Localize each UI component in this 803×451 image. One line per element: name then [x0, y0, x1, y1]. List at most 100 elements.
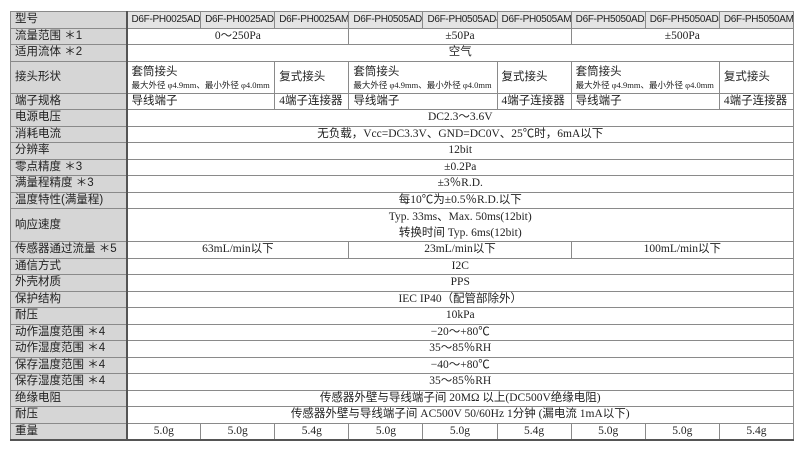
row-label: 动作湿度范围 ＊4 — [10, 340, 128, 358]
spec-cell: 23mL/min以下 — [348, 241, 572, 259]
spec-cell: 5.4g — [274, 422, 350, 441]
spec-cell: 导线端子 — [125, 92, 276, 110]
spec-cell: 传感器外壁与导线端子间 20MΩ 以上(DC500V绝缘电阻) — [126, 389, 794, 407]
spec-row: 流量范围 ＊1 0～250Pa ±50Pa ±500Pa — [10, 27, 795, 45]
spec-row: 温度特性(满量程) 每10℃为±0.5％R.D.以下 — [10, 191, 794, 209]
spec-row: 接头形状 套筒接头 最大外径 φ4.9mm、最小外径 φ4.0mm 复式接头 套筒接头最… — [10, 60, 795, 94]
cell-text: 套筒接头 — [353, 66, 400, 78]
model-header-cell: D6F-PH0025AD1 — [125, 11, 202, 29]
spec-cell: 5.0g — [348, 422, 424, 441]
spec-row: 保存温度范围 ＊4 −40～+80℃ — [10, 356, 794, 374]
cell-subtext: 最大外径 φ4.9mm、最小外径 φ4.0mm — [353, 80, 492, 90]
model-header-cell: D6F-PH5050AMD4 — [718, 11, 795, 29]
spec-cell: 5.4g — [496, 422, 572, 441]
spec-cell: ±500Pa — [570, 27, 795, 45]
spec-row: 零点精度 ＊3 ±0.2Pa — [10, 158, 794, 176]
spec-cell: 12bit — [126, 142, 794, 160]
cell-subtext: 最大外径 φ4.9mm、最小外径 φ4.0mm — [131, 80, 270, 90]
spec-cell: DC2.3～3.6V — [126, 109, 794, 127]
model-header-cell: D6F-PH0025AMD2 — [274, 11, 350, 29]
spec-row: 电源电压 DC2.3～3.6V — [10, 109, 794, 127]
spec-cell: 套筒接头最大外径 φ4.9mm、最小外径 φ4.0mm — [125, 60, 276, 94]
spec-cell: 10kPa — [126, 307, 794, 325]
spec-cell: 5.0g — [422, 422, 498, 441]
spec-row: 满量程精度 ＊3 ±3％R.D. — [10, 175, 794, 193]
row-label: 保存湿度范围 ＊4 — [10, 373, 128, 391]
row-label: 型号 — [10, 11, 128, 29]
spec-row: 通信方式 I2C — [10, 257, 794, 275]
spec-cell: 每10℃为±0.5％R.D.以下 — [126, 191, 794, 209]
model-header-cell: D6F-PH5050AD3 — [570, 11, 646, 29]
row-label: 电源电压 — [10, 109, 128, 127]
model-header-cell: D6F-PH0025AD2 — [200, 11, 276, 29]
row-label: 通信方式 — [10, 257, 128, 275]
spec-cell: ±50Pa — [348, 27, 572, 45]
spec-cell: 5.0g — [200, 422, 276, 441]
spec-cell: 0～250Pa — [125, 27, 350, 45]
spec-cell: 4端子连接器 — [496, 92, 572, 110]
spec-cell: PPS — [126, 274, 794, 292]
spec-cell: 无负载，Vcc=DC3.3V、GND=DC0V、25℃时，6mA以下 — [126, 125, 794, 143]
row-label: 耐压 — [10, 406, 128, 424]
row-label: 外壳材质 — [10, 274, 128, 292]
spec-cell: 复式接头 — [274, 60, 350, 94]
spec-cell: 复式接头 — [496, 60, 572, 94]
spec-cell: Typ. 33ms、Max. 50ms(12bit) 转换时间 Typ. 6ms(… — [126, 208, 794, 242]
spec-cell: ±3％R.D. — [126, 175, 794, 193]
spec-row: 分辨率 12bit — [10, 142, 794, 160]
spec-cell: 63mL/min以下 — [125, 241, 350, 259]
row-label: 绝缘电阻 — [10, 389, 128, 407]
spec-row: 绝缘电阻 传感器外壁与导线端子间 20MΩ 以上(DC500V绝缘电阻) — [10, 389, 794, 407]
row-label: 重量 — [10, 422, 128, 441]
spec-row: 响应速度 Typ. 33ms、Max. 50ms(12bit) 转换时间 Typ. … — [10, 208, 794, 242]
row-label: 温度特性(满量程) — [10, 191, 128, 209]
spec-row: 传感器通过流量 ＊5 63mL/min以下 23mL/min以下 100mL/min以… — [10, 241, 795, 259]
row-label: 保存温度范围 ＊4 — [10, 356, 128, 374]
spec-cell: 5.0g — [644, 422, 720, 441]
spec-row: 适用流体 ＊2 空气 — [10, 44, 794, 62]
header-row: 型号 D6F-PH0025AD1 D6F-PH0025AD2 D6F-PH0025AM… — [10, 11, 795, 29]
row-label: 传感器通过流量 ＊5 — [10, 241, 128, 259]
spec-cell: ±0.2Pa — [126, 158, 794, 176]
spec-row: 端子规格 导线端子 4端子连接器 导线端子 4端子连接器 导线端子 4端子连接器 — [10, 92, 795, 110]
spec-row: 外壳材质 PPS — [10, 274, 794, 292]
spec-cell: 套筒接头最大外径 φ4.9mm、最小外径 φ4.0mm — [348, 60, 498, 94]
row-label: 动作温度范围 ＊4 — [10, 323, 128, 341]
spec-table: 型号 D6F-PH0025AD1 D6F-PH0025AD2 D6F-PH0025AM… — [10, 11, 795, 441]
spec-row: 动作温度范围 ＊4 −20～+80℃ — [10, 323, 794, 341]
cell-text: 套筒接头 — [575, 66, 622, 78]
cell-text-line2: 转换时间 Typ. 6ms(12bit) — [398, 227, 522, 239]
spec-row: 保存湿度范围 ＊4 35～85％RH — [10, 373, 794, 391]
cell-text: Typ. 33ms、Max. 50ms(12bit) — [388, 211, 532, 223]
spec-cell: 导线端子 — [348, 92, 498, 110]
spec-cell: I2C — [126, 257, 794, 275]
row-label: 消耗电流 — [10, 125, 128, 143]
row-label: 保护结构 — [10, 290, 128, 308]
row-label: 响应速度 — [10, 208, 128, 242]
spec-cell: 导线端子 — [570, 92, 720, 110]
spec-cell: 4端子连接器 — [718, 92, 795, 110]
spec-row: 耐压 10kPa — [10, 307, 794, 325]
spec-cell: 5.0g — [570, 422, 646, 441]
row-label: 耐压 — [10, 307, 128, 325]
cell-text: 套筒接头 — [131, 66, 178, 78]
model-header-cell: D6F-PH0505AMD4 — [496, 11, 572, 29]
spec-row: 保护结构 IEC IP40（配管部除外） — [10, 290, 794, 308]
spec-cell: 100mL/min以下 — [570, 241, 795, 259]
spec-cell: 套筒接头最大外径 φ4.9mm、最小外径 φ4.0mm — [570, 60, 720, 94]
spec-cell: 4端子连接器 — [274, 92, 350, 110]
spec-cell: IEC IP40（配管部除外） — [126, 290, 794, 308]
row-label: 零点精度 ＊3 — [10, 158, 128, 176]
spec-cell: −40～+80℃ — [126, 356, 794, 374]
cell-subtext: 最大外径 φ4.9mm、最小外径 φ4.0mm — [575, 80, 714, 90]
row-label: 满量程精度 ＊3 — [10, 175, 128, 193]
model-header-cell: D6F-PH0505AD4 — [422, 11, 498, 29]
model-header-cell: D6F-PH0505AD3 — [348, 11, 424, 29]
spec-cell: 5.4g — [718, 422, 795, 441]
spec-cell: 35～85％RH — [126, 340, 794, 358]
model-header-cell: D6F-PH5050AD4 — [644, 11, 720, 29]
spec-row: 重量 5.0g 5.0g 5.4g 5.0g 5.0g 5.4g 5.0g 5.0g 5.4g — [10, 422, 795, 441]
spec-cell: −20～+80℃ — [126, 323, 794, 341]
spec-cell: 35～85％RH — [126, 373, 794, 391]
spec-cell: 5.0g — [125, 422, 202, 441]
